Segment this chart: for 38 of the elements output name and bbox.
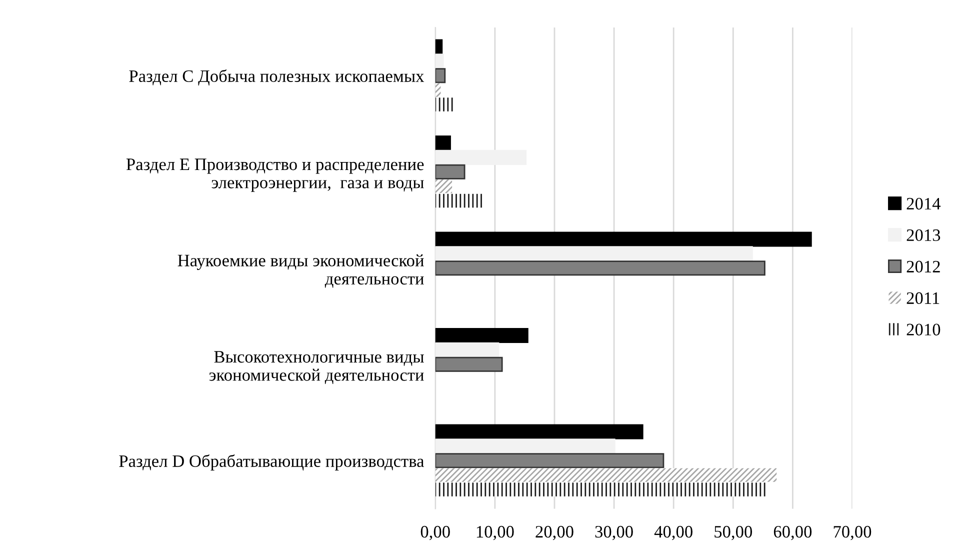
bar xyxy=(435,54,444,69)
bar xyxy=(435,356,503,372)
bar xyxy=(435,164,466,180)
x-tick-label: 40,00 xyxy=(654,526,692,540)
x-tick-label: 30,00 xyxy=(595,526,633,540)
legend-label: 2012 xyxy=(906,260,940,273)
bar xyxy=(435,438,616,454)
y-tick-label: Раздел С Добыча полезных ископаемых xyxy=(129,69,424,86)
bar xyxy=(435,342,500,358)
bar xyxy=(435,328,528,344)
y-tick-label: Раздел Е Производство и распределение электроэнергии, газа и воды xyxy=(126,158,424,192)
bar xyxy=(435,468,777,482)
legend-label: 2013 xyxy=(906,229,940,242)
x-tick-label: 10,00 xyxy=(476,526,514,540)
x-tick-label: 0,00 xyxy=(420,526,450,540)
bar xyxy=(435,135,451,151)
y-tick-label: Наукоемкие виды экономической деятельности xyxy=(178,254,424,288)
bar xyxy=(435,246,753,262)
legend-label: 2010 xyxy=(906,324,940,336)
bar xyxy=(435,232,812,247)
legend-label: 2011 xyxy=(906,292,940,304)
x-tick-label: 20,00 xyxy=(536,526,574,540)
x-tick-label: 50,00 xyxy=(714,526,752,540)
bar xyxy=(435,453,664,468)
bar xyxy=(435,260,766,276)
bar xyxy=(435,83,441,97)
bar xyxy=(435,194,482,208)
legend-label: 2014 xyxy=(906,198,941,210)
y-tick-label: Раздел D Обрабатывающие производства xyxy=(119,454,424,471)
x-tick-label: 60,00 xyxy=(774,526,812,540)
bar xyxy=(435,150,527,165)
y-tick-label: Высокотехнологичные виды экономической деятельности xyxy=(209,351,424,384)
x-tick-label: 70,00 xyxy=(834,526,872,540)
bar xyxy=(435,68,446,84)
bar xyxy=(435,482,768,496)
bar xyxy=(435,39,443,54)
bar xyxy=(435,179,452,194)
bar xyxy=(435,424,644,440)
